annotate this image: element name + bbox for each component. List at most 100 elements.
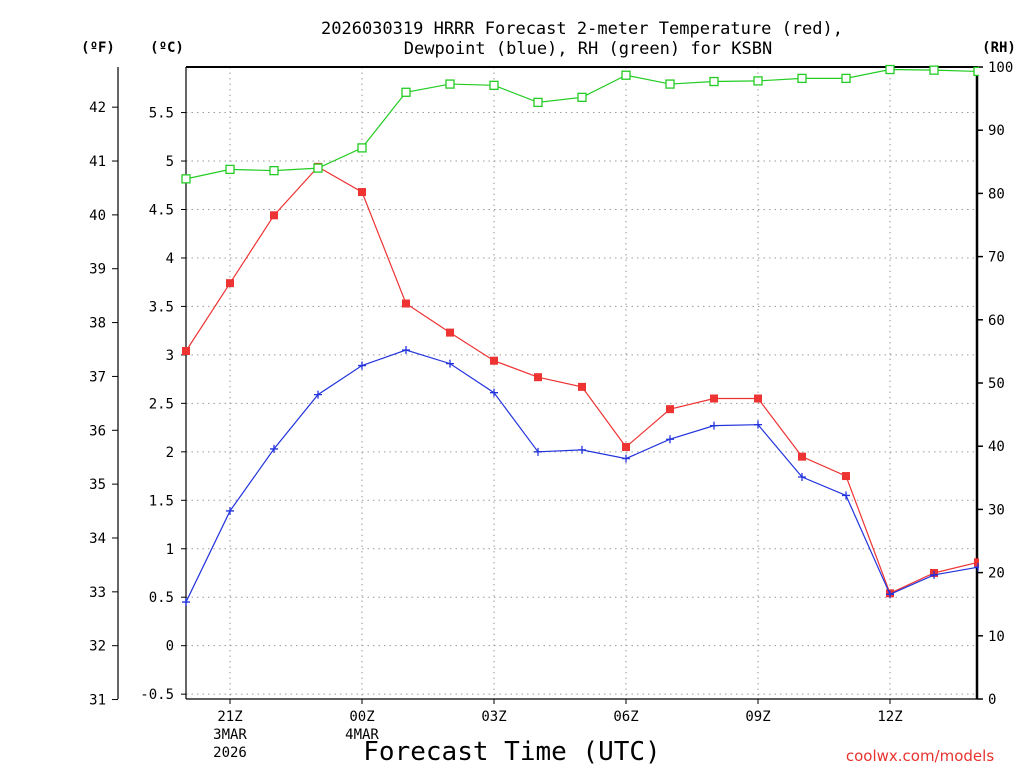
x-tick-label: 2026	[213, 745, 247, 761]
dewpoint-point	[314, 390, 322, 399]
dewpoint-point	[182, 598, 190, 607]
dewpoint-point	[798, 473, 806, 482]
rh-point	[489, 80, 499, 90]
temperature-point	[710, 394, 718, 403]
x-tick-label: 03Z	[481, 709, 506, 725]
temperature-point	[754, 394, 762, 403]
dewpoint-point	[622, 454, 630, 463]
dewpoint-point	[490, 388, 498, 397]
dewpoint-point	[930, 570, 938, 579]
rh-tick-label: 10	[988, 629, 1005, 645]
chart-title-line-1: 2026030319 HRRR Forecast 2-meter Tempera…	[321, 19, 843, 39]
fahrenheit-unit-label: (ºF)	[81, 40, 115, 56]
temperature-point	[798, 452, 806, 461]
temperature-point	[666, 405, 674, 414]
dewpoint-point	[446, 359, 454, 368]
rh-point	[753, 76, 763, 86]
chart-title-line-2: Dewpoint (blue), RH (green) for KSBN	[404, 39, 772, 59]
fahrenheit-tick-label: 39	[89, 262, 106, 278]
temperature-point	[842, 472, 850, 481]
credit-text: coolwx.com/models	[846, 747, 994, 765]
rh-point	[577, 92, 587, 102]
rh-line	[185, 68, 979, 180]
rh-tick-label: 30	[988, 502, 1005, 518]
celsius-tick-label: 1	[166, 542, 174, 558]
dewpoint-point	[974, 563, 979, 572]
x-tick-label: 00Z	[349, 709, 374, 725]
chart-axes	[112, 66, 983, 704]
temperature-point	[446, 328, 454, 337]
rh-point	[401, 87, 411, 97]
temperature-point	[182, 347, 190, 356]
celsius-tick-label: 0.5	[149, 590, 174, 606]
x-tick-label: 06Z	[613, 709, 638, 725]
dewpoint-point	[270, 444, 278, 453]
fahrenheit-tick-label: 32	[89, 639, 106, 655]
celsius-tick-label: 4.5	[149, 202, 174, 218]
celsius-tick-label: 0	[166, 639, 174, 655]
celsius-unit-label: (ºC)	[150, 40, 184, 56]
rh-point	[885, 64, 895, 75]
rh-point	[929, 65, 939, 75]
celsius-tick-label: 3.5	[149, 299, 174, 315]
fahrenheit-tick-label: 34	[89, 531, 106, 547]
rh-point	[665, 79, 675, 89]
dewpoint-point	[754, 420, 762, 429]
celsius-tick-label: 1.5	[149, 493, 174, 509]
rh-tick-label: 60	[988, 313, 1005, 329]
rh-point	[181, 174, 191, 184]
temperature-point	[622, 442, 630, 451]
dewpoint-point	[402, 346, 410, 355]
tick-labels: 313233343536373839404142-0.500.511.522.5…	[89, 60, 1013, 761]
fahrenheit-tick-label: 42	[89, 100, 106, 116]
temperature-point	[270, 211, 278, 220]
dewpoint-point	[842, 491, 850, 500]
fahrenheit-tick-label: 35	[89, 477, 106, 493]
rh-tick-label: 70	[988, 250, 1005, 266]
celsius-tick-label: 2	[166, 445, 174, 461]
fahrenheit-tick-label: 40	[89, 208, 106, 224]
dewpoint-point	[226, 506, 234, 515]
dewpoint-point	[666, 435, 674, 444]
rh-point	[709, 76, 719, 87]
rh-tick-label: 50	[988, 376, 1005, 392]
temperature-point	[490, 356, 498, 365]
rh-tick-label: 0	[988, 692, 996, 708]
dewpoint-point	[358, 361, 366, 370]
dewpoint-point	[578, 445, 586, 454]
rh-tick-label: 90	[988, 123, 1005, 139]
celsius-tick-label: 3	[166, 348, 174, 364]
celsius-tick-label: 5	[166, 154, 174, 170]
rh-tick-label: 20	[988, 566, 1005, 582]
rh-point	[225, 164, 235, 175]
dewpoint-point	[886, 590, 894, 599]
rh-point	[841, 73, 851, 84]
celsius-tick-label: 2.5	[149, 396, 174, 412]
temperature-point	[974, 558, 979, 567]
rh-unit-label: (RH)	[982, 40, 1016, 56]
x-tick-label: 3MAR	[213, 727, 247, 743]
rh-point	[313, 163, 323, 173]
temperature-point	[578, 382, 586, 391]
fahrenheit-tick-label: 38	[89, 316, 106, 332]
rh-point	[269, 165, 279, 176]
rh-tick-label: 80	[988, 186, 1005, 202]
temperature-point	[358, 188, 366, 197]
x-tick-label: 12Z	[877, 709, 902, 725]
temperature-point	[534, 373, 542, 382]
rh-point	[797, 73, 807, 84]
temperature-line	[185, 166, 979, 595]
rh-point	[357, 143, 367, 153]
x-tick-label: 21Z	[217, 709, 242, 725]
temperature-point	[402, 299, 410, 308]
rh-point	[621, 70, 631, 80]
series-group	[181, 64, 979, 607]
rh-tick-label: 40	[988, 439, 1005, 455]
series-lines	[181, 64, 979, 607]
fahrenheit-tick-label: 41	[89, 154, 106, 170]
celsius-tick-label: -0.5	[140, 687, 174, 703]
celsius-tick-label: 4	[166, 251, 174, 267]
fahrenheit-tick-label: 37	[89, 369, 106, 385]
fahrenheit-tick-label: 33	[89, 585, 106, 601]
